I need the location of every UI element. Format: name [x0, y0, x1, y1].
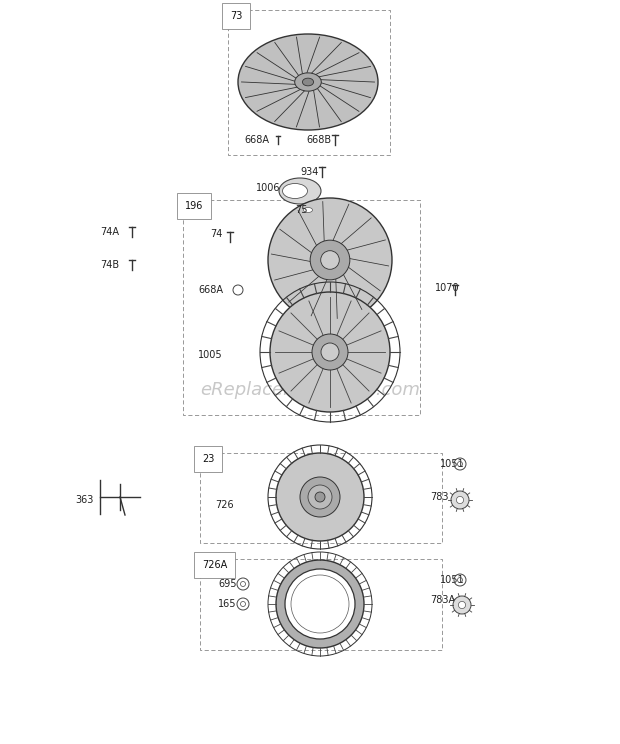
Circle shape	[276, 560, 364, 648]
Text: 1005: 1005	[198, 350, 223, 360]
Circle shape	[458, 601, 466, 609]
Text: 74: 74	[210, 229, 223, 239]
Circle shape	[276, 453, 364, 541]
Text: 363: 363	[75, 495, 94, 505]
Text: 668A: 668A	[198, 285, 223, 295]
Text: 196: 196	[185, 201, 203, 211]
Ellipse shape	[304, 208, 312, 213]
Circle shape	[270, 292, 390, 412]
Circle shape	[321, 343, 339, 361]
Circle shape	[300, 477, 340, 517]
Bar	[228, 10, 390, 155]
Text: 75: 75	[295, 205, 308, 215]
Text: 1070: 1070	[435, 283, 459, 293]
Circle shape	[456, 496, 464, 504]
Bar	[200, 559, 442, 650]
Text: 668A: 668A	[244, 135, 269, 145]
Ellipse shape	[238, 34, 378, 130]
Circle shape	[315, 492, 325, 502]
Circle shape	[291, 575, 349, 633]
Text: 726A: 726A	[202, 560, 228, 570]
Text: 934: 934	[300, 167, 319, 177]
Ellipse shape	[283, 184, 308, 199]
Bar	[200, 453, 442, 543]
Text: 74A: 74A	[100, 227, 119, 237]
Bar	[183, 200, 420, 415]
Text: 695: 695	[218, 579, 236, 589]
Circle shape	[312, 334, 348, 370]
Circle shape	[321, 251, 339, 269]
Circle shape	[451, 491, 469, 509]
Text: 668B: 668B	[306, 135, 331, 145]
Ellipse shape	[298, 204, 318, 216]
Circle shape	[285, 569, 355, 639]
Ellipse shape	[294, 73, 321, 91]
Text: 74B: 74B	[100, 260, 119, 270]
Text: eReplacementParts.com: eReplacementParts.com	[200, 381, 420, 399]
Text: 783: 783	[430, 492, 448, 502]
Text: 1051: 1051	[440, 459, 464, 469]
Text: 73: 73	[230, 11, 242, 21]
Circle shape	[310, 240, 350, 280]
Circle shape	[453, 596, 471, 614]
Ellipse shape	[303, 78, 314, 86]
Circle shape	[308, 485, 332, 509]
Text: 1006: 1006	[256, 183, 280, 193]
Text: 165: 165	[218, 599, 236, 609]
Text: 23: 23	[202, 454, 215, 464]
Text: 783A: 783A	[430, 595, 455, 605]
Text: 726: 726	[215, 500, 234, 510]
Ellipse shape	[279, 178, 321, 204]
Text: 1051: 1051	[440, 575, 464, 585]
Circle shape	[268, 198, 392, 322]
